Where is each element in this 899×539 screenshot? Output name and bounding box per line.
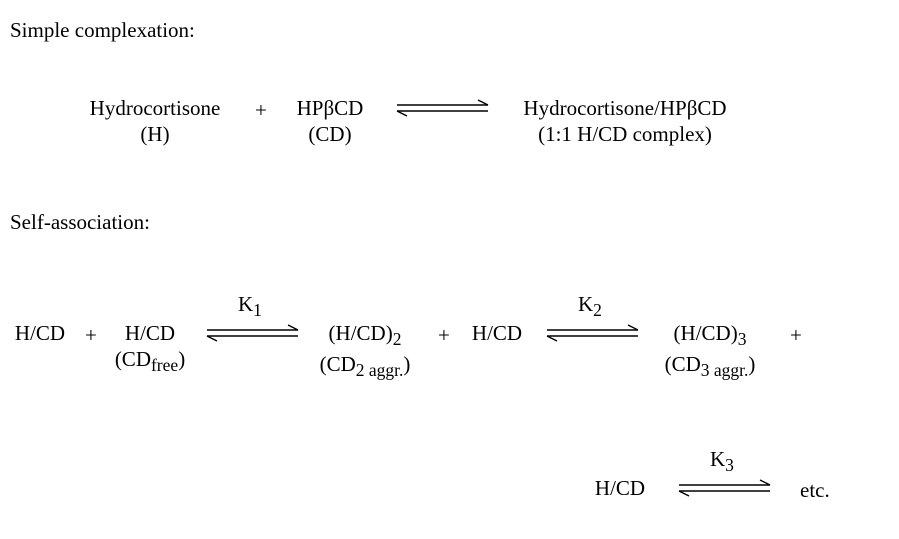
self-t1-line2: (CDfree) (105, 346, 195, 377)
self-t1-line1: H/CD (105, 320, 195, 346)
self-t4: (H/CD)3 (CD3 aggr.) (655, 320, 765, 382)
simple-left: Hydrocortisone (H) (70, 95, 240, 148)
simple-right-line1: Hydrocortisone/HPβCD (505, 95, 745, 121)
cont-t5-line1: H/CD (585, 475, 655, 501)
equilibrium-arrow-k3 (677, 478, 772, 498)
simple-mid-line2: (CD) (280, 121, 380, 147)
self-t4-line2: (CD3 aggr.) (655, 351, 765, 382)
self-plus2: + (438, 323, 450, 348)
self-t3: H/CD (462, 320, 532, 346)
self-t2-line1: (H/CD)2 (310, 320, 420, 351)
self-t1: H/CD (CDfree) (105, 320, 195, 377)
simple-left-line2: (H) (70, 121, 240, 147)
equilibrium-arrow-simple (395, 98, 490, 118)
k2-label: K2 (578, 292, 602, 321)
self-plus3: + (790, 323, 802, 348)
simple-plus: + (255, 98, 267, 123)
cont-t5: H/CD (585, 475, 655, 501)
self-t0-line1: H/CD (5, 320, 75, 346)
page-root: Simple complexation: Self-association: H… (0, 0, 899, 539)
self-t2: (H/CD)2 (CD2 aggr.) (310, 320, 420, 382)
self-t3-line1: H/CD (462, 320, 532, 346)
simple-right-line2: (1:1 H/CD complex) (505, 121, 745, 147)
self-plus1: + (85, 323, 97, 348)
equilibrium-arrow-k1 (205, 323, 300, 343)
self-t2-line2: (CD2 aggr.) (310, 351, 420, 382)
equilibrium-arrow-k2 (545, 323, 640, 343)
heading-self: Self-association: (10, 210, 150, 235)
cont-etc: etc. (800, 478, 830, 503)
self-t4-line1: (H/CD)3 (655, 320, 765, 351)
k3-label: K3 (710, 447, 734, 476)
simple-mid-line1: HPβCD (280, 95, 380, 121)
self-t0: H/CD (5, 320, 75, 346)
heading-simple: Simple complexation: (10, 18, 195, 43)
simple-left-line1: Hydrocortisone (70, 95, 240, 121)
k1-label: K1 (238, 292, 262, 321)
simple-right: Hydrocortisone/HPβCD (1:1 H/CD complex) (505, 95, 745, 148)
simple-mid: HPβCD (CD) (280, 95, 380, 148)
